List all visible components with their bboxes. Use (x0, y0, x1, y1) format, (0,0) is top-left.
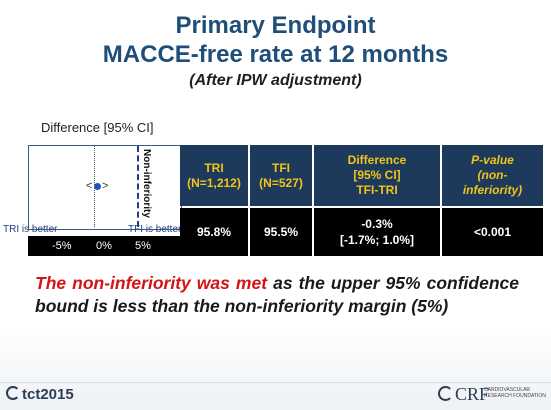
cell-difference: -0.3% [-1.7%; 1.0%] (314, 208, 440, 256)
header-text: Difference (347, 153, 407, 167)
cell-tfi-rate: 95.5% (250, 208, 312, 256)
title-line-1: Primary Endpoint (175, 12, 376, 39)
header-text: TFI (272, 160, 290, 175)
axis-bar (28, 236, 180, 256)
crf-mark-icon (438, 386, 453, 401)
non-inferiority-label: Non-inferiority (141, 149, 152, 218)
forest-plot-label: Difference [95% CI] (41, 120, 154, 135)
non-inferiority-margin-line (137, 146, 139, 227)
conclusion-highlight: The non-inferiority was met (35, 273, 268, 293)
header-text: (non- (477, 168, 508, 182)
subtitle: (After IPW adjustment) (189, 72, 362, 89)
crf-logo: CRF (438, 384, 489, 405)
header-text: inferiority) (462, 183, 523, 197)
tick-label: 5% (135, 240, 151, 252)
header-text: [95% CI] (353, 168, 401, 182)
header-tri: TRI (N=1,212) (180, 145, 248, 206)
header-text: P-value (471, 153, 514, 167)
results-table: TRI (N=1,212) TFI (N=527) Difference [95… (180, 145, 543, 256)
header-text: (N=1,212) (187, 175, 241, 190)
cell-text: [-1.7%; 1.0%] (339, 233, 415, 247)
cell-text: 95.5% (263, 225, 299, 239)
crf-logo-text: CRF (455, 384, 490, 404)
cell-text: -0.3% (361, 217, 393, 231)
cell-text: <0.001 (473, 225, 512, 239)
tfi-better-label: TFI is better (128, 224, 182, 235)
ci-right-arrow: > (102, 180, 109, 192)
tick-label: -5% (52, 240, 72, 252)
tct-swirl-icon (6, 386, 20, 400)
header-pvalue: P-value (non- inferiority) (442, 145, 543, 206)
tct-logo-text: tct2015 (22, 386, 74, 403)
point-estimate-marker (94, 183, 101, 190)
header-text: TFI-TRI (356, 183, 398, 197)
title-line-2: MACCE-free rate at 12 months (102, 41, 449, 68)
ci-left-arrow: < (86, 180, 93, 192)
header-text: (N=527) (259, 175, 303, 190)
cell-tri-rate: 95.8% (180, 208, 248, 256)
cell-pvalue: <0.001 (442, 208, 543, 256)
tri-better-label: TRI is better (3, 224, 58, 235)
conclusion-rest: as the upper 95% confidence bound is les… (35, 273, 519, 316)
forest-plot-frame (28, 145, 182, 230)
tct-logo: tct2015 (6, 386, 74, 403)
cell-text: 95.8% (196, 225, 232, 239)
tick-label: 0% (96, 240, 112, 252)
header-text: TRI (204, 160, 224, 175)
conclusion-text: The non-inferiority was met as the upper… (35, 272, 519, 318)
header-tfi: TFI (N=527) (250, 145, 312, 206)
crf-logo-subtext: CARDIOVASCULAR RESEARCH FOUNDATION (484, 387, 546, 399)
header-difference: Difference [95% CI] TFI-TRI (314, 145, 440, 206)
footer-divider (0, 382, 551, 383)
